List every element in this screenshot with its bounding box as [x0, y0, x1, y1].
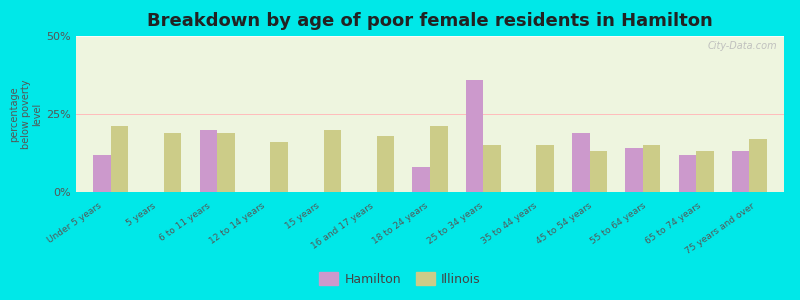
- Bar: [483, 145, 501, 192]
- Bar: [626, 148, 643, 192]
- Legend: Hamilton, Illinois: Hamilton, Illinois: [314, 267, 486, 291]
- Bar: [430, 127, 447, 192]
- Text: 45 to 54 years: 45 to 54 years: [534, 201, 594, 246]
- Text: 12 to 14 years: 12 to 14 years: [208, 201, 266, 246]
- Bar: [323, 130, 341, 192]
- Text: 75 years and over: 75 years and over: [684, 201, 757, 256]
- Bar: [732, 152, 750, 192]
- Text: 25 to 34 years: 25 to 34 years: [426, 201, 485, 246]
- Bar: [164, 133, 182, 192]
- Bar: [377, 136, 394, 192]
- Bar: [537, 145, 554, 192]
- Bar: [413, 167, 430, 192]
- Y-axis label: percentage
below poverty
level: percentage below poverty level: [9, 79, 42, 149]
- Bar: [93, 154, 110, 192]
- Text: 16 and 17 years: 16 and 17 years: [310, 201, 375, 250]
- Text: City-Data.com: City-Data.com: [707, 41, 777, 51]
- Text: 6 to 11 years: 6 to 11 years: [158, 201, 212, 243]
- Text: 18 to 24 years: 18 to 24 years: [371, 201, 430, 246]
- Bar: [590, 152, 607, 192]
- Text: 55 to 64 years: 55 to 64 years: [589, 201, 648, 246]
- Title: Breakdown by age of poor female residents in Hamilton: Breakdown by age of poor female resident…: [147, 12, 713, 30]
- Bar: [199, 130, 217, 192]
- Bar: [643, 145, 661, 192]
- Bar: [696, 152, 714, 192]
- Text: 65 to 74 years: 65 to 74 years: [643, 201, 702, 246]
- Text: Under 5 years: Under 5 years: [46, 201, 103, 245]
- Text: 15 years: 15 years: [284, 201, 321, 231]
- Bar: [572, 133, 590, 192]
- Bar: [678, 154, 696, 192]
- Bar: [466, 80, 483, 192]
- Bar: [270, 142, 288, 192]
- Text: 35 to 44 years: 35 to 44 years: [480, 201, 539, 246]
- Bar: [217, 133, 234, 192]
- Bar: [750, 139, 767, 192]
- Bar: [110, 127, 128, 192]
- Text: 5 years: 5 years: [125, 201, 158, 228]
